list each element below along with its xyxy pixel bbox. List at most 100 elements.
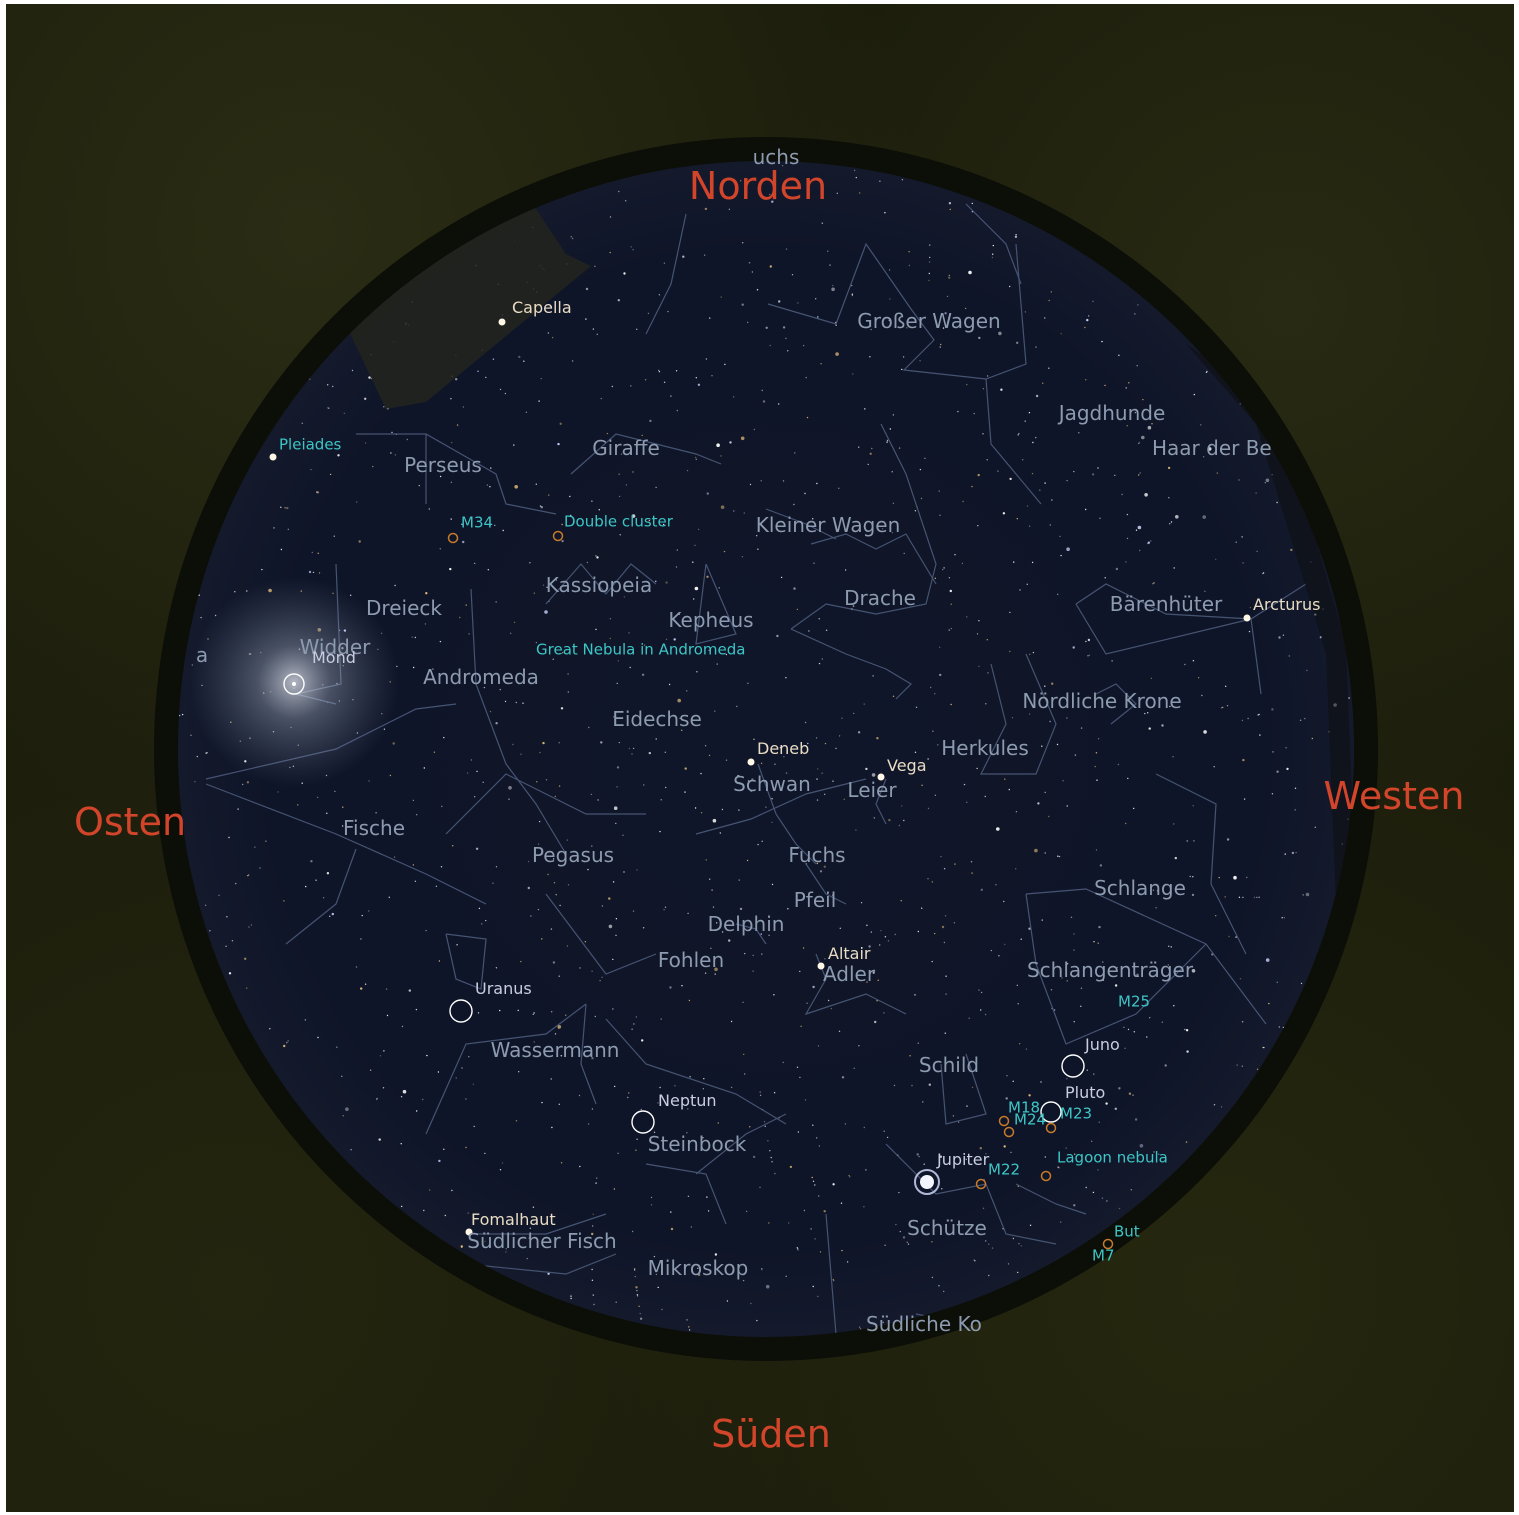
star-dot: [954, 554, 956, 556]
star-dot: [634, 1275, 636, 1278]
star-dot: [670, 1227, 674, 1231]
dso-label[interactable]: Lagoon nebula: [1057, 1148, 1168, 1167]
dso-label[interactable]: M34: [461, 513, 494, 532]
constellation-label[interactable]: uchs: [752, 145, 800, 169]
constellation-label[interactable]: Schlange: [1094, 876, 1186, 900]
constellation-label[interactable]: Jagdhunde: [1058, 401, 1166, 425]
constellation-label[interactable]: Schlangenträger: [1026, 958, 1194, 982]
star-dot: [588, 726, 590, 729]
star-dot: [1222, 706, 1224, 709]
constellation-label[interactable]: Adler: [822, 962, 876, 986]
constellation-label[interactable]: Perseus: [404, 453, 482, 477]
dso-label[interactable]: M24: [1014, 1110, 1047, 1129]
constellation-label[interactable]: Drache: [844, 586, 916, 610]
star-dot: [697, 528, 700, 531]
star-dot: [816, 482, 818, 485]
star-dot: [364, 397, 367, 400]
dso-label[interactable]: Double cluster: [564, 512, 673, 531]
dso-label[interactable]: M18: [1008, 1098, 1041, 1117]
constellation-label[interactable]: Fuchs: [788, 843, 846, 867]
constellation-label[interactable]: Südliche Ko: [866, 1312, 982, 1336]
star-dot: [235, 882, 237, 885]
constellation-label[interactable]: Steinbock: [647, 1132, 747, 1156]
star-dot: [980, 991, 983, 994]
constellation-label[interactable]: Wassermann: [490, 1038, 620, 1062]
constellation-label[interactable]: Giraffe: [592, 436, 660, 460]
constellation-label[interactable]: Kepheus: [668, 608, 754, 632]
dso-label[interactable]: Great Nebula in Andromeda: [536, 640, 746, 659]
star-dot: [1169, 523, 1171, 525]
star-dot: [627, 1096, 629, 1099]
star-dot: [898, 447, 901, 449]
star-dot: [748, 262, 751, 264]
star-dot: [623, 871, 625, 873]
dso-label[interactable]: M7: [1092, 1246, 1115, 1265]
planet-label[interactable]: Mond: [312, 648, 356, 667]
star-dot: [653, 1255, 656, 1258]
star-dot: [1012, 1237, 1015, 1240]
star-dot: [964, 307, 967, 310]
constellation-label[interactable]: Pfeil: [793, 888, 837, 912]
star-label[interactable]: Fomalhaut: [471, 1210, 556, 1229]
star-dot: [655, 738, 657, 740]
dso-label[interactable]: M25: [1118, 992, 1151, 1011]
constellation-label[interactable]: Herkules: [941, 736, 1029, 760]
constellation-label[interactable]: Schütze: [907, 1216, 987, 1240]
dso-label[interactable]: M22: [988, 1160, 1021, 1179]
constellation-label[interactable]: Schwan: [733, 772, 811, 796]
star-label[interactable]: Arcturus: [1253, 595, 1321, 614]
constellation-label[interactable]: Widder: [299, 635, 371, 659]
dso-label[interactable]: But: [1114, 1222, 1140, 1241]
star-dot: [991, 256, 994, 259]
star-dot: [901, 368, 903, 371]
planet-label[interactable]: Juno: [1085, 1035, 1120, 1054]
star-label[interactable]: Capella: [512, 298, 572, 317]
constellation-label[interactable]: Dreieck: [366, 596, 442, 620]
star-dot: [614, 1085, 616, 1088]
star-dot: [706, 1196, 708, 1198]
planet-label[interactable]: Jupiter: [937, 1150, 990, 1169]
star-label[interactable]: Vega: [887, 756, 927, 775]
dso-label[interactable]: Pleiades: [279, 435, 342, 454]
star-dot: [1291, 851, 1295, 855]
star-dot: [943, 941, 946, 944]
constellation-label[interactable]: Schild: [918, 1053, 980, 1077]
constellation-label[interactable]: Leier: [847, 778, 897, 802]
star-dot: [688, 1326, 690, 1328]
star-dot: [277, 791, 279, 793]
dso-label[interactable]: M23: [1060, 1104, 1093, 1123]
sky-view[interactable]: Norden Süden Osten Westen uchs Großer Wa…: [6, 4, 1514, 1512]
constellation-label[interactable]: a: [195, 643, 209, 667]
constellation-label[interactable]: Bärenhüter: [1109, 592, 1223, 616]
star-dot: [900, 900, 902, 902]
constellation-label[interactable]: Fische: [342, 816, 406, 840]
constellation-label[interactable]: Fohlen: [657, 948, 725, 972]
star-label[interactable]: Altair: [828, 944, 871, 963]
star-dot: [364, 983, 367, 985]
star-dot: [743, 1053, 745, 1056]
constellation-label[interactable]: Eidechse: [612, 707, 702, 731]
planet-label[interactable]: Pluto: [1065, 1083, 1106, 1102]
sky-chart: [154, 137, 1378, 1361]
dso-marker: [1102, 1238, 1114, 1250]
star-dot: [1256, 1068, 1259, 1071]
planet-label[interactable]: Uranus: [475, 979, 532, 998]
constellation-label[interactable]: Südlicher Fisch: [467, 1229, 617, 1253]
star-dot: [739, 180, 742, 182]
star-dot: [1039, 489, 1041, 491]
constellation-label[interactable]: Nördliche Krone: [1022, 689, 1182, 713]
constellation-label[interactable]: Haar der Be: [1152, 436, 1272, 460]
constellation-label[interactable]: Großer Wagen: [857, 309, 1001, 333]
star-label[interactable]: Deneb: [757, 739, 810, 758]
constellation-label[interactable]: Kassiopeia: [545, 573, 653, 597]
planet-label[interactable]: Neptun: [658, 1091, 717, 1110]
star-dot: [669, 986, 672, 989]
star-dot: [641, 590, 644, 593]
star-dot: [1020, 1245, 1022, 1247]
constellation-label[interactable]: Kleiner Wagen: [755, 513, 901, 537]
star-dot: [595, 628, 597, 631]
constellation-label[interactable]: Pegasus: [531, 843, 615, 867]
constellation-label[interactable]: Andromeda: [423, 665, 539, 689]
constellation-label[interactable]: Mikroskop: [647, 1256, 749, 1280]
constellation-label[interactable]: Delphin: [707, 912, 785, 936]
